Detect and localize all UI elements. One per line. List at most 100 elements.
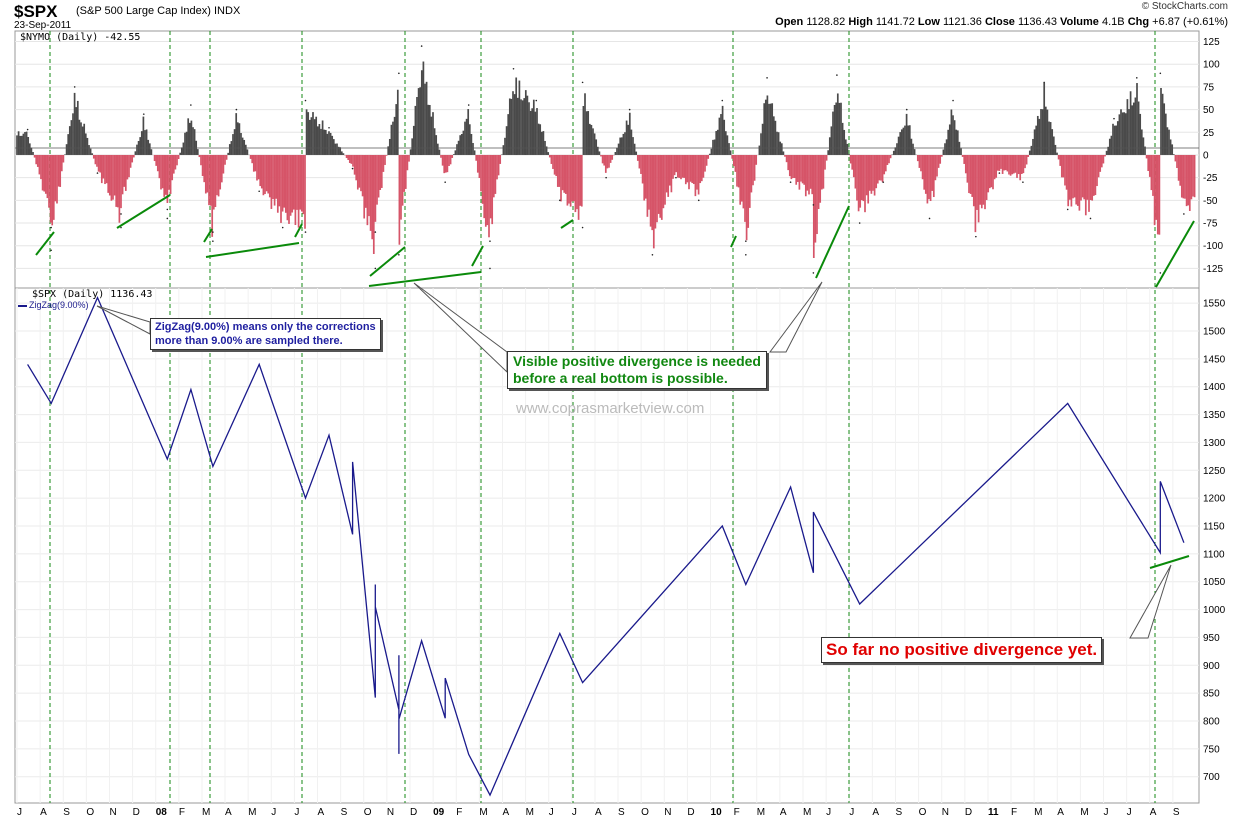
x-tick-label: M — [202, 807, 210, 818]
volume-value: 4.1B — [1102, 16, 1125, 28]
x-tick-label: 11 — [988, 807, 999, 818]
divergence-trendline — [116, 194, 171, 229]
divergence-trendline — [730, 235, 737, 248]
nymo-point — [882, 181, 885, 183]
nymo-tick-label: -125 — [1203, 264, 1223, 275]
nymo-point — [281, 226, 284, 229]
spx-tick-label: 1250 — [1203, 466, 1226, 477]
nymo-point — [952, 99, 954, 102]
nymo-point — [745, 240, 747, 242]
divergence-trendline — [471, 245, 484, 267]
nymo-point — [1113, 117, 1115, 120]
zigzag-line — [27, 295, 1185, 797]
x-tick-label: M — [757, 807, 765, 818]
divergence-trendline — [1149, 555, 1190, 569]
spx-tick-label: 1100 — [1203, 549, 1225, 560]
x-tick-label: J — [549, 807, 554, 818]
nymo-point — [96, 172, 99, 174]
nymo-point — [50, 249, 52, 252]
divergence-note-line2: before a real bottom is possible. — [513, 370, 728, 386]
zigzag-note-line2: more than 9.00% are sampled there. — [155, 335, 343, 347]
nymo-point — [166, 217, 169, 220]
spx-tick-label: 1150 — [1203, 522, 1225, 533]
spx-tick-label: 1450 — [1203, 354, 1226, 365]
spx-tick-label: 750 — [1203, 744, 1220, 755]
nymo-point — [812, 204, 815, 206]
close-label: Close — [984, 16, 1015, 28]
nymo-point — [766, 77, 768, 79]
nymo-point — [697, 199, 700, 202]
x-tick-label: A — [225, 807, 232, 818]
x-tick-label: D — [133, 807, 140, 818]
high-value: 1141.72 — [875, 16, 915, 28]
nymo-point — [212, 231, 214, 233]
no-divergence-note: So far no positive divergence yet. — [821, 637, 1103, 663]
x-axis: J A S O N D 08 F M A M J J A S O N D 09 F M A M J J A S O N D 10 F M A M J J… — [17, 807, 1180, 818]
no-divergence-note-pointer — [1129, 564, 1172, 639]
divergence-trendline — [560, 219, 574, 229]
x-tick-label: A — [1150, 807, 1157, 818]
nymo-point — [120, 226, 122, 229]
spx-tick-label: 1400 — [1203, 382, 1226, 393]
x-tick-label: A — [318, 807, 325, 818]
nymo-point — [212, 240, 214, 242]
chart-symbol-name: (S&P 500 Large Cap Index) INDX — [76, 5, 241, 17]
nymo-point — [166, 208, 169, 211]
x-tick-label: N — [387, 807, 394, 818]
x-tick-label: M — [803, 807, 811, 818]
nymo-panel-label: $NYMO (Daily) -42.55 — [20, 32, 141, 43]
nymo-histogram — [16, 45, 1196, 274]
nymo-point — [559, 199, 561, 202]
x-tick-label: J — [17, 807, 22, 818]
nymo-y-axis: 125 100 75 50 25 0 -25 -50 -75 -100 -125 — [1203, 37, 1223, 275]
nymo-point — [328, 126, 330, 129]
x-tick-label: S — [1173, 807, 1180, 818]
nymo-tick-label: 75 — [1203, 82, 1215, 93]
nymo-point — [304, 231, 307, 233]
nymo-point — [581, 226, 584, 229]
nymo-point — [1089, 217, 1092, 220]
volume-label: Volume — [1060, 16, 1099, 28]
spx-tick-label: 800 — [1203, 717, 1220, 728]
zigzag-series — [27, 295, 1185, 797]
close-value: 1136.43 — [1018, 16, 1057, 28]
spx-tick-label: 900 — [1203, 661, 1220, 672]
nymo-point — [258, 190, 260, 193]
nymo-point — [1159, 272, 1162, 274]
nymo-tick-label: -50 — [1203, 196, 1218, 207]
nymo-point — [928, 217, 931, 220]
zigzag-legend-label: ZigZag(9.00%) — [29, 300, 89, 310]
nymo-point — [235, 108, 238, 111]
nymo-point — [1183, 213, 1185, 215]
nymo-point — [420, 45, 423, 47]
nymo-point — [1043, 81, 1045, 84]
x-tick-label: D — [965, 807, 972, 818]
divergence-note: Visible positive divergence is needed be… — [507, 351, 767, 389]
x-tick-label: D — [687, 807, 694, 818]
x-tick-label: F — [734, 807, 740, 818]
nymo-point — [535, 99, 538, 102]
x-tick-label: M — [1034, 807, 1042, 818]
nymo-tick-label: 0 — [1203, 150, 1209, 161]
x-tick-label: S — [618, 807, 625, 818]
nymo-point — [581, 81, 584, 84]
low-label: Low — [917, 16, 940, 28]
high-label: High — [848, 16, 873, 28]
nymo-point — [120, 213, 122, 215]
spx-tick-label: 1300 — [1203, 438, 1226, 449]
x-tick-label: S — [895, 807, 902, 818]
nymo-point — [1066, 208, 1069, 211]
spx-tick-label: 1200 — [1203, 494, 1226, 505]
nymo-tick-label: -75 — [1203, 219, 1218, 230]
x-tick-label: M — [248, 807, 256, 818]
nymo-point — [998, 172, 1001, 174]
x-tick-label: F — [179, 807, 185, 818]
x-tick-label: M — [1080, 807, 1088, 818]
nymo-point — [374, 231, 377, 233]
divergence-trendline — [815, 205, 850, 279]
chart-date: 23-Sep-2011 — [14, 20, 72, 31]
x-tick-label: 08 — [156, 807, 168, 818]
nymo-point — [467, 104, 470, 106]
stockcharts-brand: © StockCharts.com — [1141, 1, 1228, 12]
divergence-note-pointer-right — [769, 281, 823, 353]
